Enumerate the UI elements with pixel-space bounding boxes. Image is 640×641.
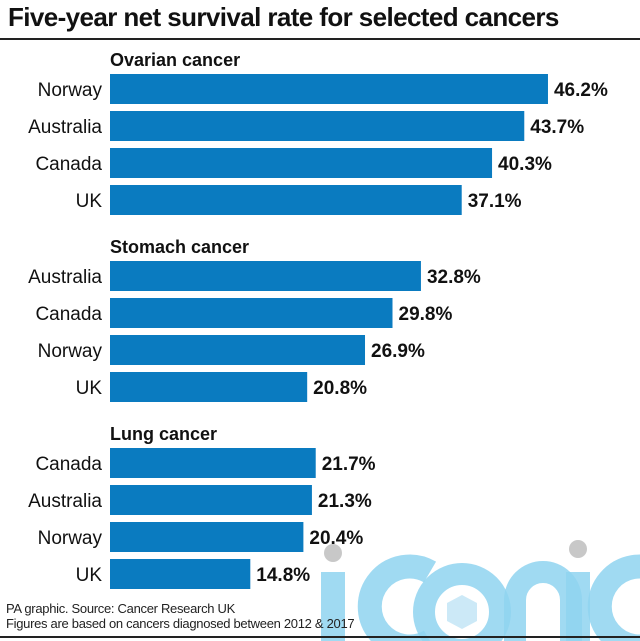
category-label: UK — [76, 565, 103, 586]
watermark-i2 — [566, 572, 590, 641]
category-label: Canada — [35, 304, 102, 325]
watermark-hexagon — [447, 595, 477, 629]
category-label: UK — [76, 378, 103, 399]
value-label: 26.9% — [371, 341, 425, 362]
category-label: Australia — [28, 491, 102, 512]
watermark-c2 — [587, 554, 640, 641]
category-label: Norway — [38, 341, 103, 362]
bar — [110, 485, 312, 515]
bar — [110, 185, 462, 215]
value-label: 40.3% — [498, 154, 552, 175]
chart-title: Five-year net survival rate for selected… — [8, 2, 559, 32]
bar — [110, 111, 525, 141]
bar — [110, 372, 308, 402]
value-label: 29.8% — [399, 304, 453, 325]
title-divider — [0, 38, 640, 40]
value-label: 37.1% — [468, 191, 522, 212]
source-note: PA graphic. Source: Cancer Research UK — [6, 601, 235, 616]
category-label: Canada — [35, 454, 102, 475]
bar — [110, 522, 304, 552]
category-label: Norway — [38, 528, 103, 549]
watermark-i — [321, 544, 345, 641]
watermark-c — [357, 554, 437, 641]
category-label: Norway — [38, 80, 103, 101]
bar — [110, 298, 393, 328]
category-label: Australia — [28, 267, 102, 288]
group-title: Lung cancer — [110, 424, 217, 444]
bar — [110, 448, 316, 478]
bar — [110, 74, 548, 104]
value-label: 43.7% — [530, 117, 584, 138]
group-title: Ovarian cancer — [110, 50, 240, 70]
category-label: Canada — [35, 154, 102, 175]
chart-footer: PA graphic. Source: Cancer Research UK F… — [6, 601, 355, 631]
bar — [110, 559, 251, 589]
value-label: 20.4% — [309, 528, 363, 549]
value-label: 21.3% — [318, 491, 372, 512]
category-label: Australia — [28, 117, 102, 138]
group-title: Stomach cancer — [110, 237, 249, 257]
value-label: 20.8% — [313, 378, 367, 399]
value-label: 14.8% — [256, 565, 310, 586]
bar — [110, 261, 421, 291]
value-label: 32.8% — [427, 267, 481, 288]
category-label: UK — [76, 191, 103, 212]
watermark-dot — [569, 540, 587, 558]
value-label: 21.7% — [322, 454, 376, 475]
bar — [110, 148, 493, 178]
bar — [110, 335, 366, 365]
footer-divider — [0, 636, 640, 638]
figures-note: Figures are based on cancers diagnosed b… — [6, 616, 355, 631]
watermark-o — [413, 563, 511, 641]
value-label: 46.2% — [554, 80, 608, 101]
